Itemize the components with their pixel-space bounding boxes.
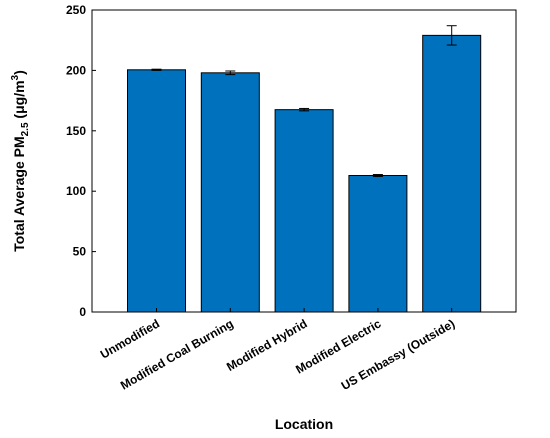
bar [200, 72, 260, 313]
y-tick-label: 100 [66, 184, 86, 198]
y-tick-label: 150 [66, 124, 86, 138]
bar [422, 34, 482, 313]
x-tick-label: Unmodified [98, 316, 162, 361]
bar [274, 109, 334, 313]
y-axis-ticks: 0 50 100 150 200 250 [66, 3, 96, 319]
y-tick-label: 50 [73, 245, 87, 259]
y-tick-label: 250 [66, 3, 86, 17]
error-bars-group [151, 25, 457, 177]
bar [127, 69, 186, 313]
y-tick-label: 0 [79, 305, 86, 319]
y-tick-label: 200 [66, 63, 86, 77]
bars-group [127, 34, 482, 313]
bar [348, 174, 408, 313]
y-axis-title: Total Average PM2.5 (μg/m3) [10, 70, 31, 252]
x-axis-title: Location [275, 416, 333, 432]
